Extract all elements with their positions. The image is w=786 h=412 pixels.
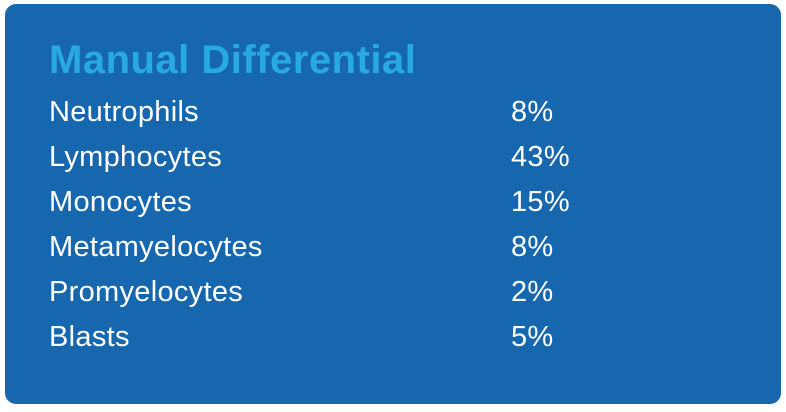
row-label: Neutrophils (49, 96, 199, 128)
table-row: Lymphocytes 43% (49, 135, 741, 180)
table-row: Metamyelocytes 8% (49, 225, 741, 270)
row-label: Metamyelocytes (49, 231, 263, 263)
row-label: Promyelocytes (49, 276, 244, 308)
row-value: 2% (511, 276, 554, 308)
table-row: Neutrophils 8% (49, 90, 741, 135)
row-label: Lymphocytes (49, 141, 223, 173)
row-value: 5% (511, 321, 554, 353)
card-title: Manual Differential (49, 38, 417, 82)
differential-table: Neutrophils 8% Lymphocytes 43% Monocytes… (49, 90, 741, 360)
row-value: 8% (511, 96, 554, 128)
manual-differential-card: Manual Differential Neutrophils 8% Lymph… (5, 4, 781, 404)
row-value: 8% (511, 231, 554, 263)
row-value: 15% (511, 186, 570, 218)
table-row: Monocytes 15% (49, 180, 741, 225)
row-value: 43% (511, 141, 570, 173)
row-label: Monocytes (49, 186, 192, 218)
table-row: Promyelocytes 2% (49, 270, 741, 315)
row-label: Blasts (49, 321, 130, 353)
table-row: Blasts 5% (49, 315, 741, 360)
